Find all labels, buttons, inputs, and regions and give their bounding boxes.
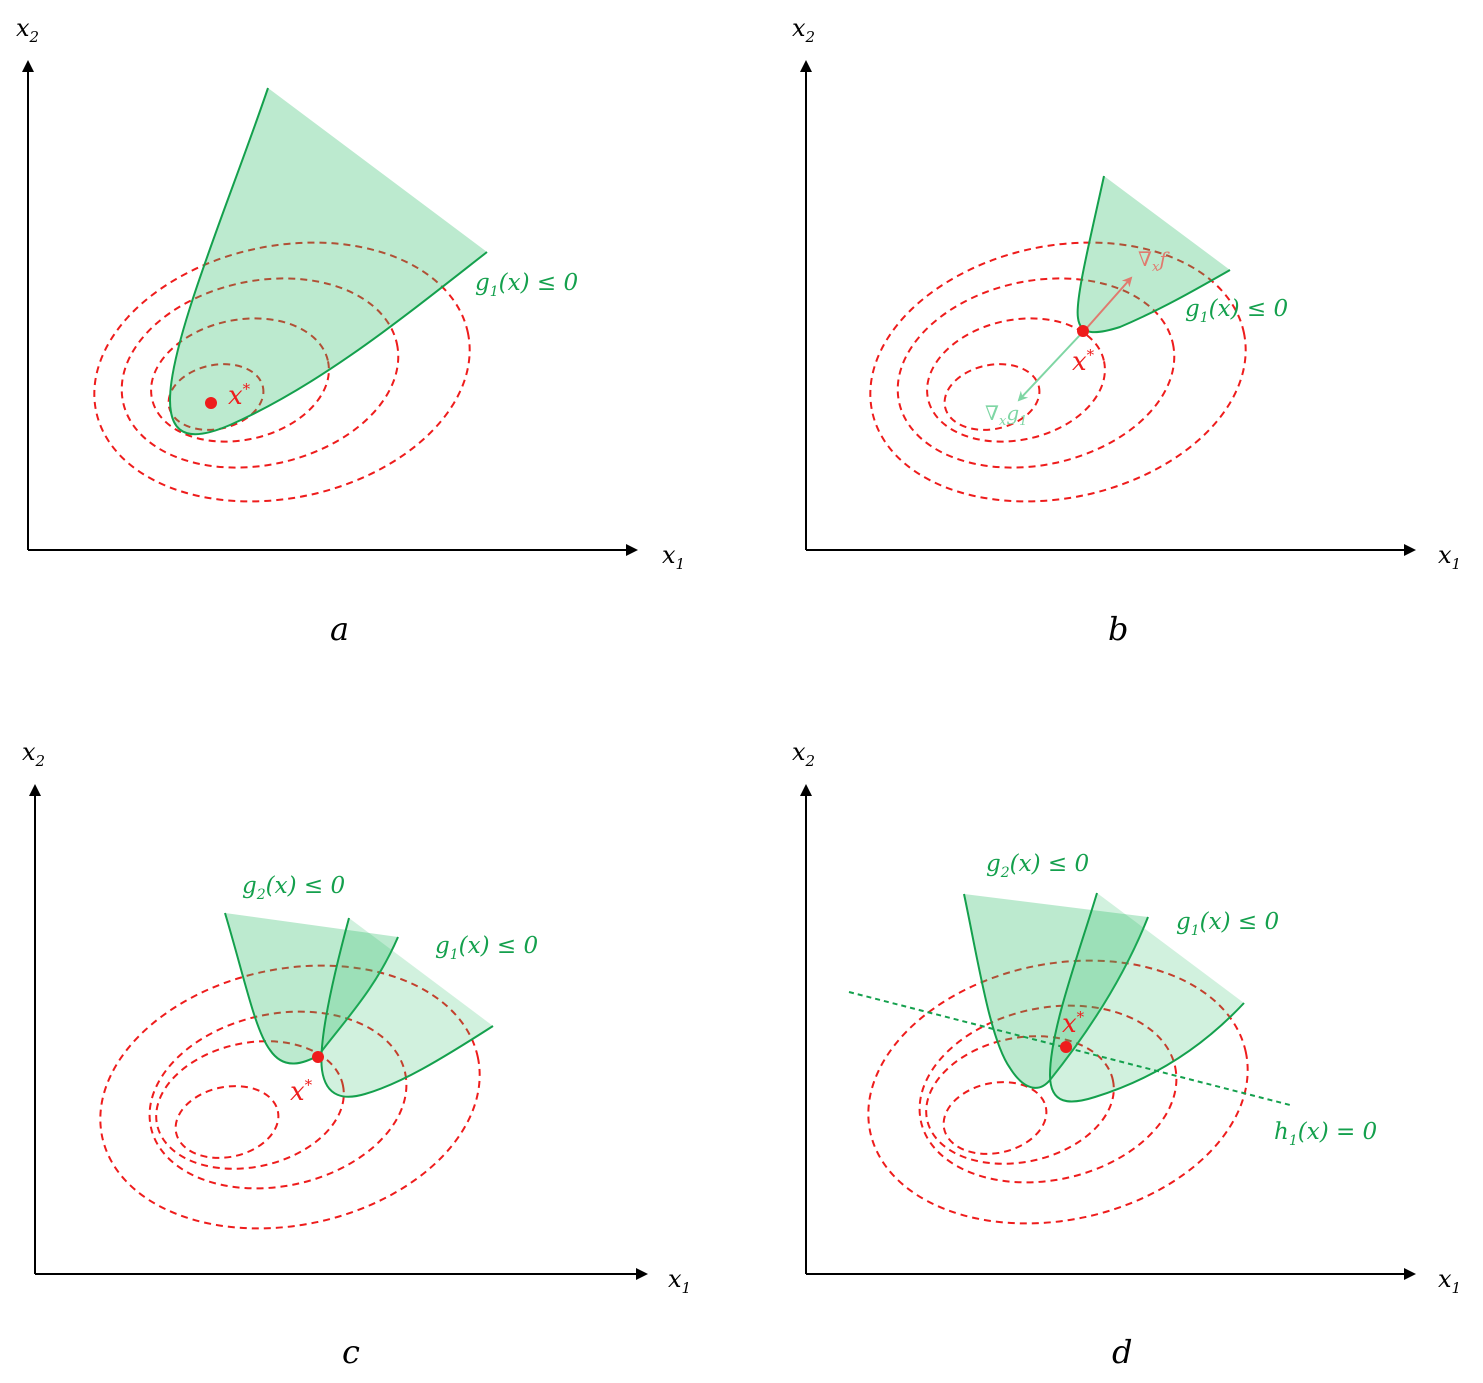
boundary-g2-d <box>963 893 1149 1089</box>
gradient-g1-arrow <box>1017 334 1081 402</box>
optimum-point-a <box>205 397 217 409</box>
optimum-label-c: x* <box>290 1076 313 1107</box>
panel-b: x1 x2 x* ∇xf ∇xg1 g1(x) ≤ 0 b <box>792 14 1461 648</box>
x1-label-c: x1 <box>668 1265 691 1297</box>
optimum-point-d <box>1060 1041 1072 1053</box>
panel-label-a: a <box>330 610 349 648</box>
boundary-g1-a <box>168 87 488 436</box>
optimum-label-b: x* <box>1072 346 1095 377</box>
panel-label-b: b <box>1108 610 1128 648</box>
x1-label-a: x1 <box>662 541 685 573</box>
x1-label-b: x1 <box>1438 541 1461 573</box>
panel-d: x1 x2 x* g2(x) ≤ 0 g1(x) ≤ 0 h1(x) = 0 d <box>792 738 1461 1371</box>
g2-label-d: g2(x) ≤ 0 <box>986 851 1089 881</box>
panel-c: x1 x2 x* g2(x) ≤ 0 g1(x) ≤ 0 c <box>22 738 691 1371</box>
boundary-g2-c <box>224 912 399 1065</box>
h1-label-d: h1(x) = 0 <box>1274 1119 1377 1149</box>
optimum-point-b <box>1077 325 1089 337</box>
x2-label-d: x2 <box>792 738 815 770</box>
panel-label-d: d <box>1112 1333 1132 1371</box>
contours-d <box>867 959 1249 1225</box>
g1-label-c: g1(x) ≤ 0 <box>435 933 538 963</box>
g2-label-c: g2(x) ≤ 0 <box>242 873 345 903</box>
x2-label-a: x2 <box>16 14 39 46</box>
panel-a: x1 x2 x* g1(x) ≤ 0 a <box>16 14 685 648</box>
optimum-point-c <box>312 1051 324 1063</box>
boundary-g1-c <box>320 917 494 1098</box>
feasible-region-g1-d <box>1050 893 1244 1102</box>
feasible-region-g1-b <box>1077 176 1230 333</box>
optimum-label-d: x* <box>1062 1008 1085 1039</box>
optimum-label-a: x* <box>228 380 251 411</box>
gradient-f-arrow <box>1084 276 1133 331</box>
gradient-g1-label: ∇xg1 <box>985 401 1027 429</box>
boundary-g1-d <box>1048 892 1245 1103</box>
feasible-region-g2-d <box>964 894 1148 1088</box>
contours-c <box>99 964 481 1230</box>
x2-label-b: x2 <box>792 14 815 46</box>
g1-label-b: g1(x) ≤ 0 <box>1185 296 1288 326</box>
g1-label-d: g1(x) ≤ 0 <box>1176 909 1279 939</box>
feasible-region-g1-a <box>170 88 487 435</box>
panel-label-c: c <box>342 1333 360 1371</box>
x2-label-c: x2 <box>22 738 45 770</box>
x1-label-d: x1 <box>1438 1265 1461 1297</box>
contours-b <box>869 241 1247 503</box>
g1-label-a: g1(x) ≤ 0 <box>475 270 578 300</box>
feasible-region-g2-c <box>225 913 398 1064</box>
